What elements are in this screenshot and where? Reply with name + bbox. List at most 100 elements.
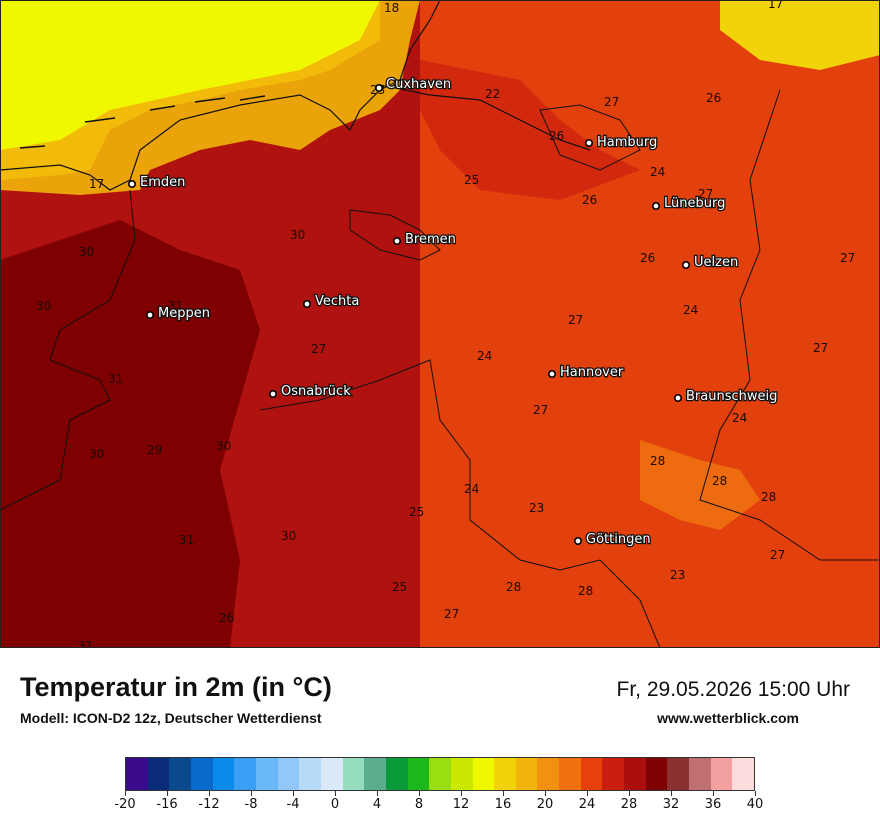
legend-swatch: [385, 758, 408, 790]
legend-swatch: [645, 758, 668, 790]
map-elbe-region: [420, 60, 640, 200]
city-label: Hannover: [560, 365, 624, 380]
legend-tick-label: 0: [330, 797, 340, 812]
city-label: Cuxhaven: [386, 77, 451, 92]
temperature-label: 25: [392, 580, 407, 594]
legend-tick: [377, 791, 378, 796]
legend-tick: [461, 791, 462, 796]
temperature-label: 27: [604, 95, 619, 109]
city-dot: [146, 310, 155, 319]
legend-tick: [545, 791, 546, 796]
legend-tick-label: -8: [244, 797, 258, 812]
temperature-label: 26: [706, 91, 721, 105]
legend-swatch: [299, 758, 321, 790]
legend-swatch: [494, 758, 516, 790]
legend-swatch: [407, 758, 430, 790]
city-dot: [392, 237, 401, 246]
color-legend: [125, 757, 755, 791]
map-island-5: [239, 95, 266, 101]
legend-swatch: [450, 758, 473, 790]
legend-tick-label: -12: [198, 797, 220, 812]
legend-tick: [335, 791, 336, 796]
city-uelzen: Uelzen: [681, 254, 739, 271]
temperature-label: 27: [813, 341, 828, 355]
legend-swatch: [732, 758, 755, 790]
map-state-border-east: [699, 89, 880, 561]
legend-swatch: [602, 758, 625, 790]
city-label: Hamburg: [597, 135, 657, 150]
temperature-label: 24: [464, 482, 479, 496]
temperature-labels: 18 17 23 22 27 26 26 24 17 25 27 26 30 3…: [36, 0, 855, 648]
temperature-label: 25: [464, 173, 479, 187]
temperature-label: 18: [384, 1, 399, 15]
city-label: Braunschweig: [686, 389, 777, 404]
temperature-label: 24: [650, 165, 665, 179]
legend-ticks: -20 -16 -12 -8 -4 0 4 8 12 16 20 24 28 32 36 40: [114, 791, 763, 821]
city-label: Vechta: [315, 294, 359, 309]
map-hamburg-border: [539, 104, 641, 171]
legend-tick-label: 36: [704, 797, 722, 812]
legend-tick-label: 32: [662, 797, 680, 812]
city-lueneburg: Lüneburg: [651, 195, 727, 212]
city-label: Göttingen: [586, 532, 651, 547]
legend-tick: [629, 791, 630, 796]
temperature-label: 29: [147, 443, 162, 457]
legend-tick: [419, 791, 420, 796]
temperature-label: 30: [36, 299, 51, 313]
temperature-label: 26: [640, 251, 655, 265]
temperature-label: 31: [168, 299, 183, 313]
temperature-label: 26: [219, 611, 234, 625]
city-bremen: Bremen: [392, 231, 457, 248]
temperature-label: 30: [79, 245, 94, 259]
city-dot: [681, 260, 690, 269]
city-dot: [673, 393, 682, 402]
temperature-label: 17: [89, 177, 104, 191]
city-label: Emden: [140, 175, 185, 190]
website-link[interactable]: www.wetterblick.com: [657, 710, 799, 726]
legend-swatch: [515, 758, 538, 790]
legend-tick-label: 24: [578, 797, 596, 812]
legend-tick-label: 8: [414, 797, 424, 812]
legend-swatch: [472, 758, 495, 790]
temperature-label: 31: [78, 639, 93, 648]
city-hamburg: Hamburg: [584, 134, 659, 151]
map-west-dark-region: [0, 220, 260, 648]
legend-tick-label: -4: [286, 797, 300, 812]
map-coast-orange-region: [0, 0, 420, 195]
temperature-label: 23: [670, 568, 685, 582]
temperature-label: 28: [761, 490, 776, 504]
temperature-label: 24: [732, 411, 747, 425]
temperature-label: 28: [712, 474, 727, 488]
city-markers: Cuxhaven Hamburg Emden Lüneburg Bremen U…: [128, 76, 779, 548]
map-island-4: [194, 97, 226, 103]
legend-swatch: [559, 758, 581, 790]
map-south-orange-region: [640, 440, 760, 530]
legend-tick-label: 40: [746, 797, 764, 812]
temperature-label: 27: [311, 342, 326, 356]
city-meppen: Meppen: [146, 305, 211, 322]
temperature-label: 24: [683, 303, 698, 317]
legend-tick-label: 4: [372, 797, 382, 812]
temperature-label: 25: [409, 505, 424, 519]
legend-tick-label: 28: [620, 797, 638, 812]
city-label: Lüneburg: [664, 196, 725, 211]
legend-swatch: [429, 758, 451, 790]
temperature-label: 27: [770, 548, 785, 562]
map-island-2: [84, 117, 116, 123]
forecast-datetime: Fr, 29.05.2026 15:00 Uhr: [616, 678, 851, 701]
legend-tick-label: 20: [536, 797, 554, 812]
legend-tick: [125, 791, 126, 796]
temperature-label: 30: [216, 439, 231, 453]
legend-tick: [503, 791, 504, 796]
temperature-label: 24: [477, 349, 492, 363]
temperature-label: 27: [444, 607, 459, 621]
temperature-label: 17: [768, 0, 783, 11]
temperature-label: 28: [578, 584, 593, 598]
legend-tick: [293, 791, 294, 796]
temperature-label: 30: [281, 529, 296, 543]
legend-tick: [713, 791, 714, 796]
legend-swatch: [624, 758, 646, 790]
city-dot: [268, 389, 277, 398]
legend-swatch: [212, 758, 235, 790]
city-label: Bremen: [405, 232, 456, 247]
